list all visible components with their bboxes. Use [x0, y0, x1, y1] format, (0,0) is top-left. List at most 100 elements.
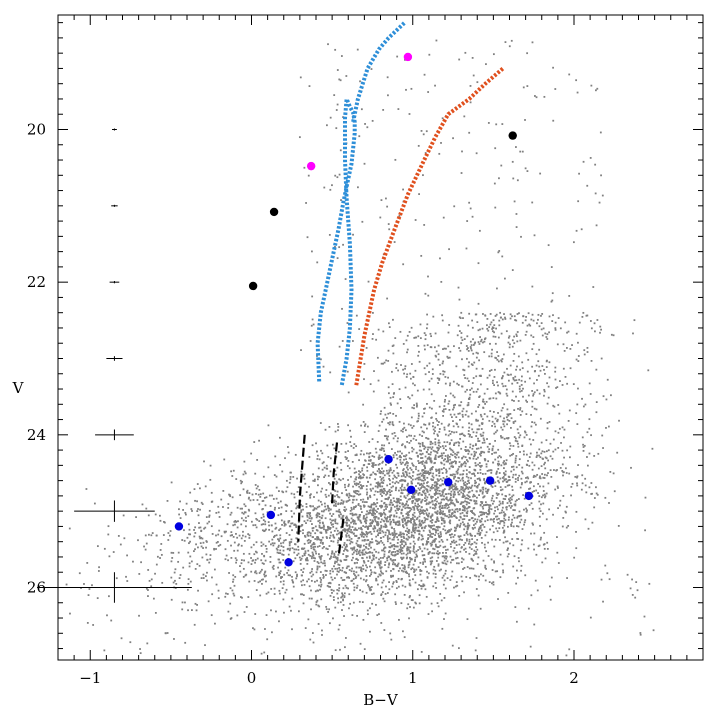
field-star: [497, 391, 500, 393]
field-star: [492, 581, 495, 584]
field-star: [436, 518, 439, 520]
field-star: [515, 368, 517, 371]
field-star: [269, 561, 272, 563]
field-star: [473, 541, 476, 544]
field-star: [363, 560, 366, 563]
field-star: [489, 504, 492, 507]
field-star: [233, 520, 236, 523]
field-star: [281, 553, 284, 556]
field-star: [361, 476, 363, 479]
field-star: [316, 561, 319, 563]
field-star: [277, 546, 280, 548]
field-star: [364, 517, 367, 520]
field-star: [422, 477, 425, 479]
field-star: [442, 408, 445, 411]
field-star: [259, 495, 262, 498]
field-star: [379, 521, 382, 523]
field-star: [346, 457, 348, 459]
field-star: [511, 345, 514, 348]
field-star: [384, 413, 387, 416]
field-star: [485, 511, 487, 514]
field-star: [423, 558, 426, 560]
field-star: [507, 553, 510, 555]
field-star: [518, 385, 521, 388]
field-star: [466, 348, 468, 351]
field-star: [460, 342, 463, 345]
field-star: [421, 512, 423, 514]
field-star: [246, 490, 248, 493]
field-star: [291, 575, 293, 578]
field-star: [229, 602, 232, 605]
field-star: [202, 577, 205, 579]
field-star: [429, 534, 432, 537]
field-star: [499, 520, 502, 523]
field-star: [408, 397, 411, 400]
field-star: [417, 549, 420, 551]
field-star: [392, 477, 395, 480]
field-star: [393, 515, 396, 518]
field-star: [400, 552, 403, 555]
field-star: [491, 538, 493, 541]
field-star: [377, 523, 380, 526]
field-star: [450, 448, 453, 451]
field-star: [451, 474, 454, 477]
field-star: [473, 455, 475, 458]
field-star: [468, 426, 471, 429]
field-star: [431, 541, 434, 544]
field-star: [263, 575, 266, 578]
field-star: [354, 513, 357, 516]
field-star: [525, 507, 527, 510]
field-star: [391, 544, 394, 547]
field-star: [399, 495, 402, 498]
field-star: [371, 551, 374, 554]
field-star: [452, 558, 455, 561]
field-star: [430, 516, 432, 519]
field-star: [396, 500, 399, 503]
field-star: [476, 518, 479, 521]
field-star: [481, 473, 484, 475]
field-star: [493, 517, 496, 520]
field-star: [559, 380, 561, 382]
field-star: [311, 551, 314, 554]
field-star: [493, 451, 496, 454]
field-star: [470, 557, 473, 560]
field-star: [282, 598, 285, 601]
field-star: [472, 554, 475, 557]
field-star: [307, 618, 310, 621]
field-star: [503, 417, 505, 420]
field-star: [533, 382, 535, 385]
field-star: [441, 454, 444, 457]
field-star: [469, 433, 471, 436]
field-star: [457, 468, 460, 470]
field-star: [333, 577, 336, 580]
field-star: [296, 554, 299, 557]
field-star: [313, 507, 316, 510]
field-star: [381, 530, 384, 533]
field-star: [444, 408, 447, 410]
field-star: [424, 510, 426, 512]
field-star: [439, 531, 442, 534]
field-star: [409, 556, 411, 559]
field-star: [494, 431, 497, 434]
field-star: [472, 338, 474, 341]
field-star: [470, 387, 473, 390]
field-star: [273, 474, 276, 476]
field-star: [310, 575, 313, 578]
field-star: [543, 394, 545, 397]
field-star: [462, 523, 465, 526]
field-star: [360, 486, 363, 489]
field-star: [148, 533, 150, 536]
field-star: [262, 515, 265, 518]
field-star: [484, 520, 487, 523]
field-star: [429, 526, 432, 528]
field-star: [260, 578, 263, 581]
field-star: [352, 507, 355, 510]
field-star: [419, 585, 422, 587]
field-star: [474, 526, 476, 529]
field-star: [361, 533, 364, 536]
field-star: [498, 481, 501, 484]
field-star: [240, 544, 243, 547]
field-star: [496, 420, 499, 423]
field-star: [513, 352, 516, 355]
field-star: [392, 551, 395, 553]
